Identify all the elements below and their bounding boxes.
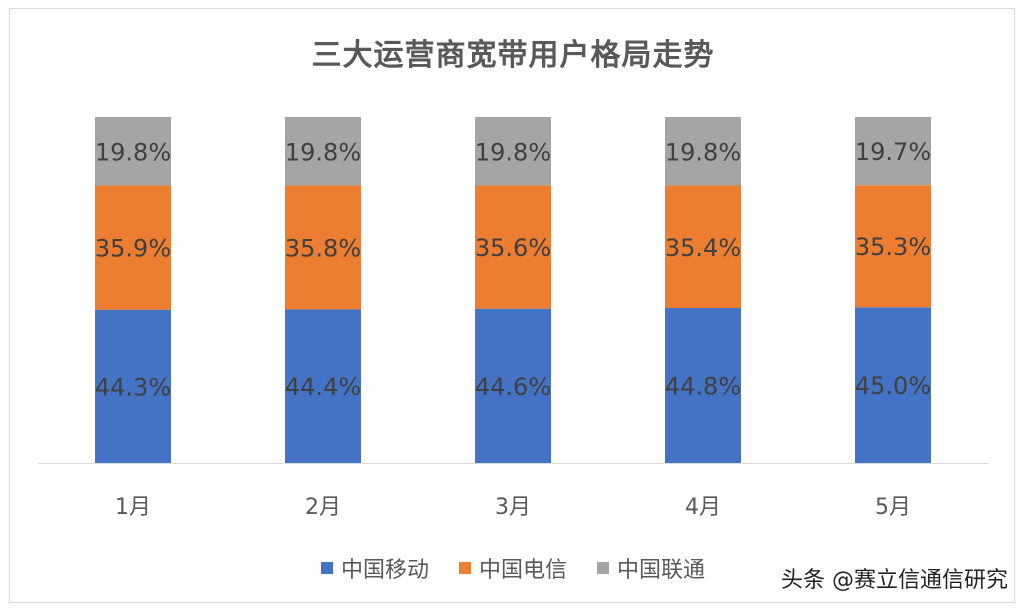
legend: 中国移动 中国电信 中国联通	[0, 552, 1026, 584]
data-label: 19.8%	[285, 138, 361, 166]
x-tick-label: 3月	[495, 495, 531, 520]
data-label: 19.8%	[665, 138, 741, 166]
legend-item-telecom: 中国电信	[458, 552, 567, 584]
legend-swatch-mobile	[320, 562, 333, 574]
data-label: 35.4%	[665, 234, 741, 262]
data-label: 44.6%	[475, 373, 551, 401]
bar-segment	[95, 309, 171, 463]
legend-label-telecom: 中国电信	[478, 558, 567, 583]
bar-segment	[95, 185, 171, 310]
bar-segment	[285, 309, 361, 463]
data-label: 19.7%	[855, 138, 931, 166]
chart-title: 三大运营商宽带用户格局走势	[311, 38, 715, 73]
bar-segment	[475, 117, 551, 186]
legend-label-mobile: 中国移动	[340, 558, 429, 583]
bar-segment	[475, 185, 551, 309]
bar-segment	[855, 185, 931, 308]
bar-segment	[665, 307, 741, 463]
data-label: 35.6%	[475, 234, 551, 262]
bar-segment	[855, 307, 931, 463]
data-label: 35.8%	[285, 234, 361, 262]
data-label: 45.0%	[855, 372, 931, 400]
bar-segment	[665, 117, 741, 186]
bar-segment	[855, 117, 931, 186]
data-label: 44.3%	[95, 373, 171, 401]
bar-segment	[285, 185, 361, 310]
watermark: 头条 @赛立信通信研究	[781, 568, 1008, 593]
x-tick-label: 4月	[685, 495, 721, 520]
legend-item-mobile: 中国移动	[320, 552, 429, 584]
bar-segment	[285, 117, 361, 186]
data-label: 44.8%	[665, 372, 741, 400]
bar-segment	[665, 185, 741, 308]
legend-label-unicom: 中国联通	[617, 558, 706, 583]
x-tick-label: 5月	[875, 495, 911, 520]
data-label: 19.8%	[475, 138, 551, 166]
data-label: 44.4%	[285, 373, 361, 401]
x-tick-label: 2月	[305, 495, 341, 520]
legend-swatch-unicom	[597, 562, 609, 574]
data-label: 35.9%	[95, 235, 171, 263]
x-tick-label: 1月	[115, 495, 151, 520]
bar-segment	[475, 308, 551, 463]
bar-segment	[95, 117, 171, 186]
data-label: 35.3%	[855, 233, 931, 261]
legend-item-unicom: 中国联通	[597, 552, 705, 584]
data-label: 19.8%	[95, 138, 171, 166]
legend-swatch-telecom	[458, 562, 471, 574]
